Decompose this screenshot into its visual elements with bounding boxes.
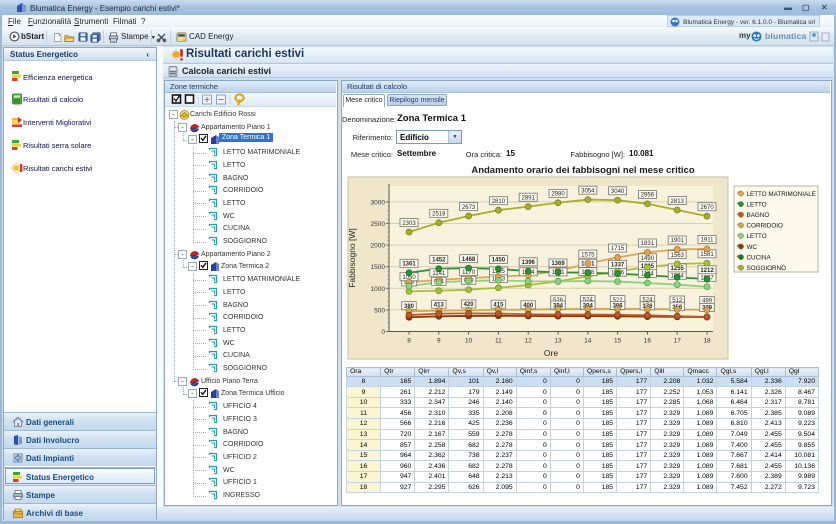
svg-text:2891: 2891: [522, 195, 536, 201]
svg-text:1901: 1901: [671, 238, 685, 244]
svg-text:524: 524: [642, 298, 653, 304]
svg-text:15: 15: [614, 338, 622, 345]
svg-text:16: 16: [644, 338, 652, 345]
svg-text:LETTO MATRIMONIALE: LETTO MATRIMONIALE: [747, 191, 816, 198]
svg-text:3000: 3000: [371, 199, 386, 206]
svg-text:415: 415: [493, 302, 504, 308]
svg-text:522: 522: [613, 298, 624, 304]
svg-text:SOGGIORNO: SOGGIORNO: [747, 265, 787, 272]
svg-text:WC: WC: [747, 244, 758, 251]
svg-text:420: 420: [464, 302, 475, 308]
svg-text:14: 14: [584, 338, 592, 345]
svg-text:2980: 2980: [551, 192, 565, 198]
svg-text:2518: 2518: [432, 212, 446, 218]
svg-text:2500: 2500: [371, 221, 386, 228]
svg-text:2810: 2810: [492, 199, 506, 205]
svg-text:BAGNO: BAGNO: [747, 212, 770, 219]
svg-text:1396: 1396: [522, 260, 536, 266]
svg-text:Fabbisogno [W]: Fabbisogno [W]: [347, 228, 357, 288]
svg-text:9: 9: [437, 338, 441, 345]
svg-text:1337: 1337: [611, 263, 625, 269]
svg-text:3040: 3040: [611, 189, 625, 195]
svg-text:2813: 2813: [671, 199, 685, 205]
svg-text:2670: 2670: [700, 205, 714, 211]
svg-text:11: 11: [495, 338, 502, 345]
svg-text:1500: 1500: [371, 264, 386, 271]
svg-text:0: 0: [381, 329, 385, 336]
svg-text:1715: 1715: [611, 246, 625, 252]
svg-text:524: 524: [583, 298, 594, 304]
svg-text:1170: 1170: [462, 270, 476, 276]
svg-text:2956: 2956: [641, 193, 655, 199]
svg-text:1563: 1563: [671, 253, 685, 259]
svg-text:1831: 1831: [641, 241, 655, 247]
svg-text:1141: 1141: [432, 271, 446, 277]
svg-text:1000: 1000: [371, 286, 386, 293]
svg-text:2673: 2673: [462, 205, 476, 211]
svg-text:1450: 1450: [492, 258, 506, 264]
svg-text:2303: 2303: [402, 221, 416, 227]
svg-text:13: 13: [554, 338, 562, 345]
svg-text:2000: 2000: [371, 243, 386, 250]
svg-text:1575: 1575: [581, 252, 595, 258]
svg-text:1255: 1255: [671, 266, 685, 272]
svg-text:512: 512: [672, 298, 683, 304]
svg-text:400: 400: [523, 303, 534, 309]
svg-text:1452: 1452: [432, 258, 446, 264]
svg-text:LETTO: LETTO: [747, 201, 767, 208]
svg-text:1369: 1369: [551, 261, 565, 267]
svg-text:1050: 1050: [402, 275, 416, 281]
svg-text:CORRIDOIO: CORRIDOIO: [747, 223, 783, 230]
svg-text:CUCINA: CUCINA: [747, 254, 772, 261]
svg-text:499: 499: [702, 299, 713, 305]
svg-text:12: 12: [525, 338, 533, 345]
svg-text:17: 17: [674, 338, 682, 345]
svg-text:Ore: Ore: [544, 348, 558, 358]
svg-text:1212: 1212: [700, 268, 714, 274]
svg-text:1468: 1468: [462, 257, 476, 263]
svg-text:1361: 1361: [402, 262, 416, 268]
svg-text:1581: 1581: [700, 252, 714, 258]
svg-text:500: 500: [374, 307, 385, 314]
svg-text:413: 413: [434, 302, 445, 308]
svg-text:8: 8: [407, 338, 411, 345]
svg-text:3054: 3054: [581, 188, 595, 194]
svg-text:380: 380: [404, 304, 415, 310]
svg-text:LETTO: LETTO: [747, 233, 767, 240]
svg-text:18: 18: [703, 338, 711, 345]
svg-text:10: 10: [465, 338, 473, 345]
svg-text:1911: 1911: [701, 238, 715, 244]
svg-text:1490: 1490: [641, 256, 655, 262]
